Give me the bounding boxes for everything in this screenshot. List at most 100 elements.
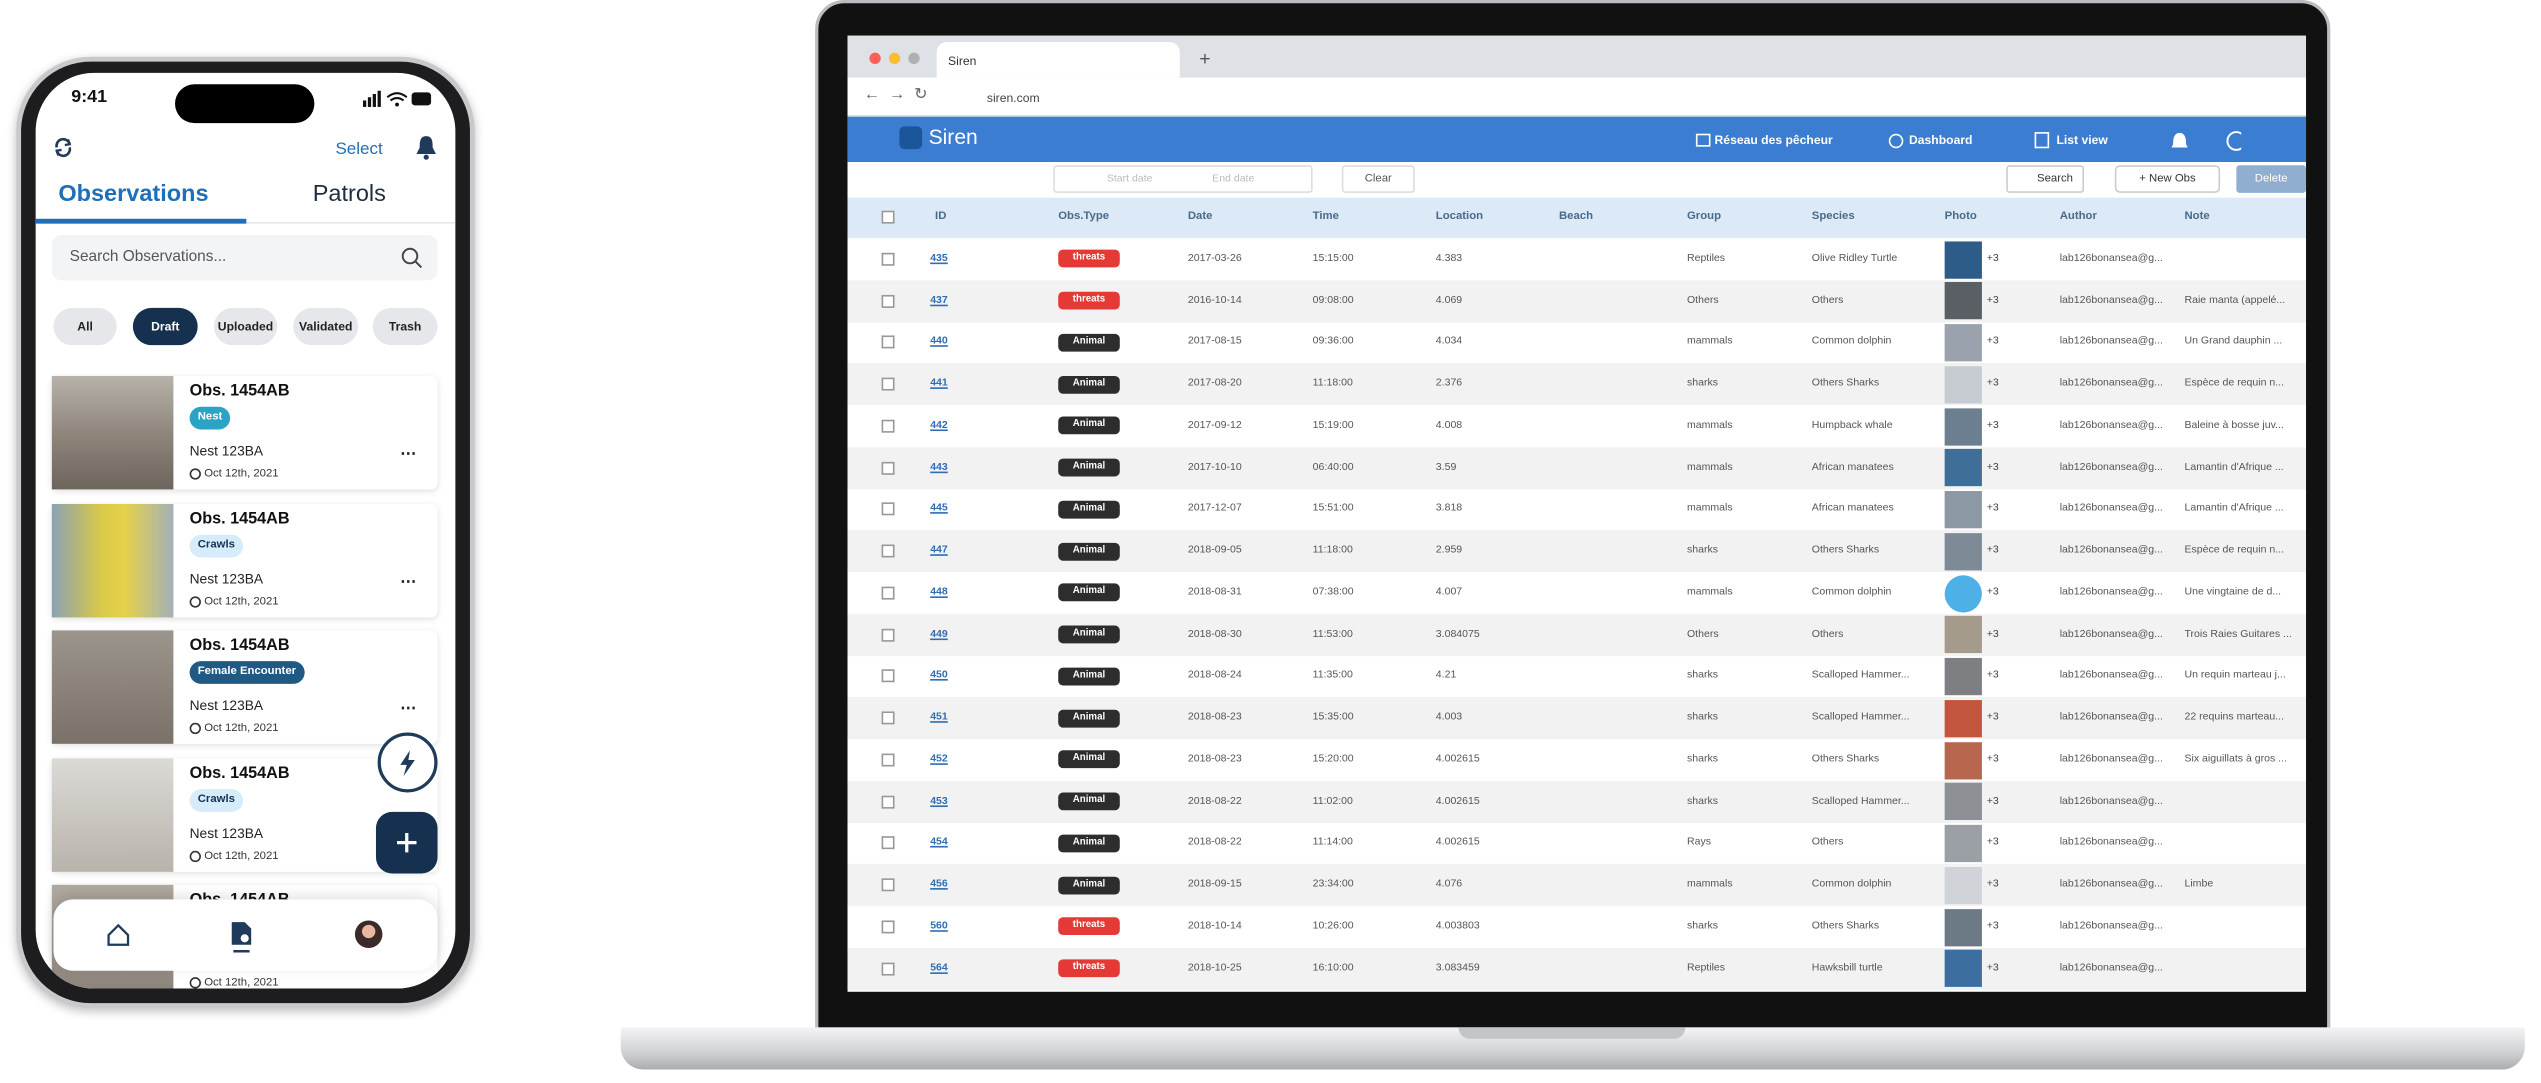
filter-chip[interactable]: Validated bbox=[293, 307, 359, 346]
card-menu[interactable]: ⋯ bbox=[400, 445, 417, 464]
fab-lightning[interactable] bbox=[377, 732, 438, 793]
row-id[interactable]: 564 bbox=[930, 962, 948, 974]
row-id[interactable]: 453 bbox=[930, 795, 948, 807]
cell-note: Lamantin d'Afrique ... bbox=[2184, 461, 2284, 473]
search-icon bbox=[401, 247, 423, 269]
row-checkbox[interactable] bbox=[881, 836, 895, 850]
cell-group: Rays bbox=[1686, 836, 1711, 849]
photo-count: +3 bbox=[1986, 962, 1999, 974]
tab-observations[interactable]: Observations bbox=[58, 181, 209, 208]
card-menu[interactable]: ⋯ bbox=[400, 700, 417, 718]
filter-chip[interactable]: Uploaded bbox=[213, 307, 278, 346]
search-button[interactable]: Search bbox=[2006, 165, 2085, 193]
fab-add[interactable] bbox=[375, 811, 438, 874]
new-tab-icon[interactable]: + bbox=[1199, 46, 1211, 70]
row-checkbox[interactable] bbox=[881, 586, 895, 600]
row-id[interactable]: 448 bbox=[930, 586, 948, 598]
cell-group: Reptiles bbox=[1686, 252, 1726, 264]
status-icons bbox=[363, 90, 432, 107]
nav-arrows[interactable]: ← → ↻ bbox=[863, 85, 928, 104]
cell-time: 11:53:00 bbox=[1312, 628, 1353, 640]
refresh-icon[interactable] bbox=[52, 136, 75, 159]
photo-thumb bbox=[1944, 908, 1982, 946]
row-checkbox[interactable] bbox=[881, 669, 895, 683]
row-id[interactable]: 447 bbox=[930, 544, 948, 557]
row-checkbox[interactable] bbox=[881, 503, 895, 516]
row-id[interactable]: 450 bbox=[930, 669, 948, 682]
row-id[interactable]: 452 bbox=[930, 753, 948, 765]
type-pill: Animal bbox=[1058, 375, 1120, 394]
photo-thumb bbox=[1944, 824, 1982, 863]
filter-chip[interactable]: Trash bbox=[372, 307, 438, 346]
filter-chip[interactable]: All bbox=[53, 307, 117, 346]
row-id[interactable]: 437 bbox=[930, 294, 948, 306]
date-range[interactable] bbox=[1053, 165, 1313, 193]
cell-location: 3.083459 bbox=[1435, 962, 1480, 974]
home-icon[interactable] bbox=[105, 922, 131, 948]
url[interactable]: siren.com bbox=[986, 90, 1040, 106]
cell-species: Scalloped Hammer... bbox=[1811, 669, 1910, 682]
cell-location: 4.002615 bbox=[1435, 795, 1480, 807]
photo-thumb bbox=[1944, 699, 1982, 737]
row-checkbox[interactable] bbox=[881, 294, 895, 308]
select-button[interactable]: Select bbox=[335, 139, 383, 159]
row-id[interactable]: 560 bbox=[930, 920, 948, 932]
nav-network[interactable]: Réseau des pêcheur bbox=[1714, 132, 1833, 148]
row-checkbox[interactable] bbox=[881, 544, 895, 558]
row-checkbox[interactable] bbox=[881, 628, 895, 642]
row-id[interactable]: 435 bbox=[930, 252, 948, 264]
photo-count: +3 bbox=[1986, 419, 1999, 431]
row-checkbox[interactable] bbox=[881, 336, 895, 350]
row-id[interactable]: 440 bbox=[930, 336, 948, 348]
column-header: Time bbox=[1312, 210, 1339, 223]
row-checkbox[interactable] bbox=[881, 377, 895, 391]
row-checkbox[interactable] bbox=[881, 920, 895, 934]
browser-tab[interactable] bbox=[936, 42, 1180, 78]
row-checkbox[interactable] bbox=[881, 753, 895, 767]
delete-button[interactable]: Delete bbox=[2236, 165, 2307, 193]
row-checkbox[interactable] bbox=[881, 252, 895, 266]
tab-patrols[interactable]: Patrols bbox=[312, 181, 386, 208]
header-checkbox[interactable] bbox=[881, 210, 895, 224]
type-pill: Animal bbox=[1058, 458, 1120, 477]
cell-author: lab126bonansea@g... bbox=[2059, 252, 2163, 264]
cell-author: lab126bonansea@g... bbox=[2059, 294, 2163, 306]
type-pill: threats bbox=[1058, 250, 1120, 269]
type-pill: Animal bbox=[1058, 792, 1120, 811]
bell-icon[interactable] bbox=[415, 135, 438, 161]
card-location: Nest 123BA bbox=[189, 696, 264, 714]
cell-time: 11:18:00 bbox=[1312, 377, 1353, 390]
filter-chip[interactable]: Draft bbox=[132, 307, 198, 346]
search-box[interactable] bbox=[51, 234, 438, 281]
row-id[interactable]: 456 bbox=[930, 878, 948, 890]
nav-list-view[interactable]: List view bbox=[2056, 132, 2108, 148]
header-icons[interactable] bbox=[1690, 130, 2242, 153]
cell-note: Un requin marteau j... bbox=[2184, 669, 2286, 682]
row-id[interactable]: 445 bbox=[930, 503, 948, 515]
clear-button[interactable]: Clear bbox=[1341, 165, 1415, 193]
row-id[interactable]: 441 bbox=[930, 377, 948, 390]
cell-date: 2018-08-23 bbox=[1187, 753, 1242, 765]
nav-dashboard[interactable]: Dashboard bbox=[1908, 132, 1973, 148]
row-checkbox[interactable] bbox=[881, 419, 895, 433]
type-pill: threats bbox=[1058, 291, 1120, 310]
new-obs-button[interactable]: + New Obs bbox=[2114, 165, 2221, 193]
type-pill: Animal bbox=[1058, 876, 1120, 894]
card-menu[interactable]: ⋯ bbox=[400, 572, 417, 591]
type-pill: Animal bbox=[1058, 500, 1120, 519]
row-id[interactable]: 451 bbox=[930, 711, 948, 723]
row-checkbox[interactable] bbox=[881, 795, 895, 809]
row-id[interactable]: 443 bbox=[930, 461, 948, 473]
row-checkbox[interactable] bbox=[881, 962, 895, 975]
cell-author: lab126bonansea@g... bbox=[2059, 336, 2163, 348]
cell-time: 15:19:00 bbox=[1312, 419, 1354, 431]
row-id[interactable]: 454 bbox=[930, 836, 948, 849]
row-checkbox[interactable] bbox=[881, 878, 895, 892]
cell-location: 4.008 bbox=[1435, 419, 1463, 431]
row-checkbox[interactable] bbox=[881, 461, 895, 475]
row-id[interactable]: 442 bbox=[930, 419, 948, 431]
avatar[interactable] bbox=[354, 920, 383, 949]
row-id[interactable]: 449 bbox=[930, 628, 948, 640]
row-checkbox[interactable] bbox=[881, 711, 895, 725]
observations-icon[interactable] bbox=[228, 920, 254, 953]
